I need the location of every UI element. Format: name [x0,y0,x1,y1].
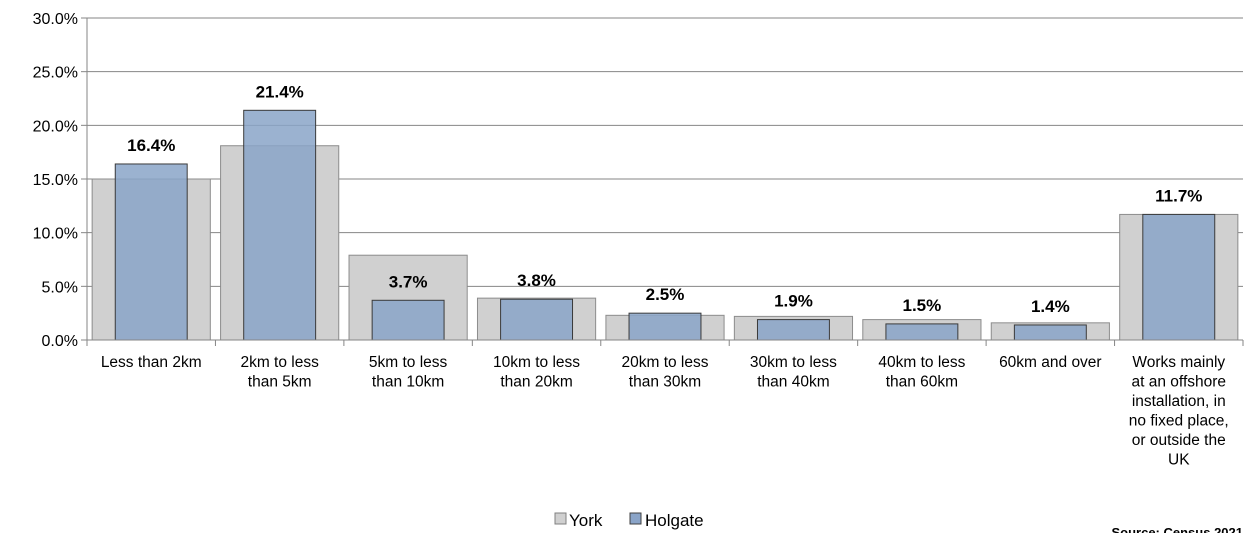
legend: York Holgate [554,511,704,530]
data-label-holgate: 2.5% [646,285,685,304]
x-category-label: 20km to less than 30km [621,354,708,391]
x-category-label-line: or outside the [1132,432,1226,449]
bar-holgate [114,163,188,341]
x-category-label: Works mainly at an offshore installation, … [1129,354,1229,469]
x-category-label-line: 40km to less [878,354,965,371]
x-category-label-line: 30km to less [750,354,837,371]
holgate-series [114,109,1216,341]
bar-holgate [1142,213,1216,341]
x-category-label-line: than 10km [372,374,444,391]
x-category-label-line: than 5km [248,374,312,391]
y-tick-label: 10.0% [33,226,78,243]
x-category-label-line: than 60km [886,374,958,391]
source-note: Source: Census 2021 [1111,525,1243,533]
y-tick-label: 15.0% [33,172,78,189]
x-category-label-line: than 30km [629,374,701,391]
data-labels: 16.4% 21.4% 3.7% 3.8% 2.5% 1.9% 1.5% 1.4% 11.7% [127,82,1202,316]
x-category-label-line: Works mainly [1132,354,1225,371]
y-tick-label: 25.0% [33,65,78,82]
bar-holgate [243,109,317,341]
y-tick-label: 0.0% [42,333,78,350]
data-label-holgate: 3.8% [517,271,556,290]
data-label-holgate: 21.4% [256,82,304,101]
x-category-label: 5km to less than 10km [369,354,448,391]
data-label-holgate: 1.9% [774,292,813,311]
x-category-label-line: at an offshore [1132,374,1227,391]
legend-label-holgate: Holgate [645,511,704,530]
y-axis-ticks: 0.0% 5.0% 10.0% 15.0% 20.0% 25.0% 30.0% [33,11,87,350]
data-label-holgate: 1.4% [1031,297,1070,316]
x-category-label-line: 20km to less [621,354,708,371]
x-category-label-line: 60km and over [999,354,1102,371]
x-category-label: Less than 2km [101,354,202,371]
x-category-label-line: 2km to less [240,354,319,371]
x-category-label-line: Less than 2km [101,354,202,371]
x-category-label-line: UK [1168,452,1190,469]
y-tick-label: 5.0% [42,279,78,296]
x-category-label-line: than 40km [757,374,829,391]
bar-holgate [500,298,574,341]
bar-holgate [628,312,702,341]
x-category-label-line: installation, in [1132,393,1226,410]
x-category-label-line: than 20km [500,374,572,391]
axes [86,18,1244,346]
legend-swatch-york [554,512,567,525]
x-category-label: 60km and over [999,354,1102,371]
x-category-label: 2km to less than 5km [240,354,319,391]
x-category-label: 30km to less than 40km [750,354,837,391]
x-category-label: 10km to less than 20km [493,354,580,391]
bar-holgate [371,299,445,341]
data-label-holgate: 1.5% [903,296,942,315]
y-tick-label: 20.0% [33,118,78,135]
y-tick-label: 30.0% [33,11,78,28]
data-label-holgate: 11.7% [1155,186,1202,205]
x-category-label-line: 10km to less [493,354,580,371]
legend-swatch-holgate [629,512,642,525]
x-category-label-line: no fixed place, [1129,413,1229,430]
bar-holgate [1013,324,1087,341]
category-labels: Less than 2km 2km to less than 5km 5km to l… [101,354,1229,469]
x-category-label: 40km to less than 60km [878,354,965,391]
bar-holgate [756,319,830,341]
bar-holgate [885,323,959,341]
data-label-holgate: 16.4% [127,136,175,155]
legend-label-york: York [569,511,603,530]
data-label-holgate: 3.7% [389,272,428,291]
x-category-label-line: 5km to less [369,354,448,371]
